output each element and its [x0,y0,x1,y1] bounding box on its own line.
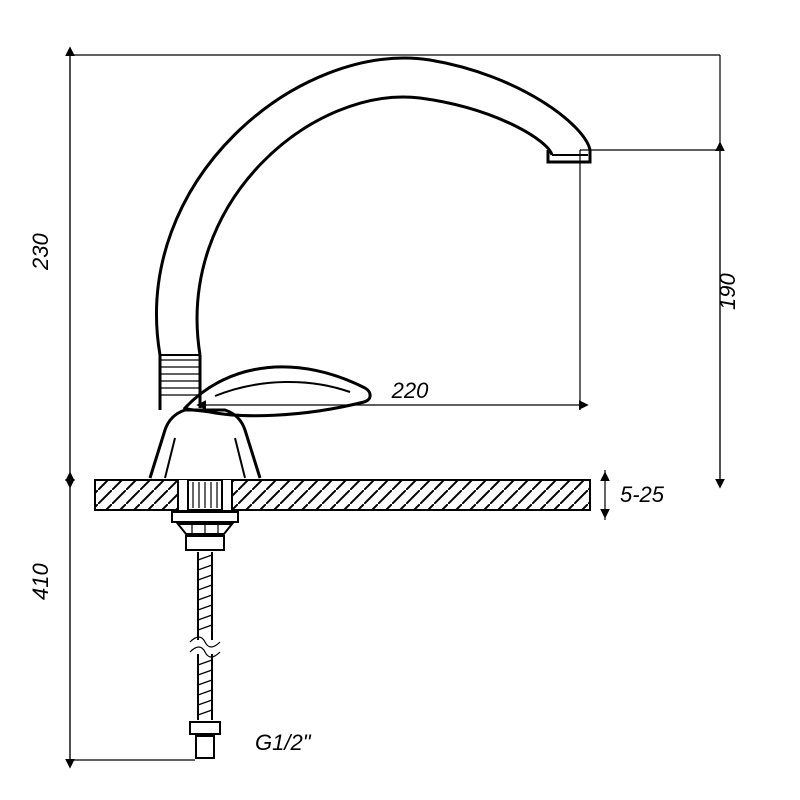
dim-counter-thickness: 5-25 [620,482,665,507]
dim-thread: G1/2" [255,730,312,755]
dim-spout-height: 230 [28,233,53,271]
faucet-outline [150,58,590,478]
mounting-hardware [172,480,238,758]
dim-below-counter: 410 [28,563,53,600]
dim-reach: 220 [391,378,429,403]
dim-outlet-height: 190 [715,273,740,310]
